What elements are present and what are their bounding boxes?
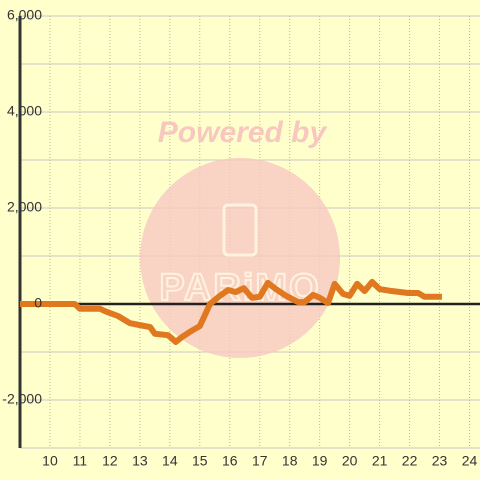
x-tick-label: 13	[132, 453, 148, 469]
x-tick-label: 22	[402, 453, 418, 469]
plot	[18, 16, 480, 448]
y-tick-label: 0	[34, 295, 42, 311]
x-tick-label: 15	[192, 453, 208, 469]
x-tick-label: 16	[222, 453, 238, 469]
x-tick-label: 24	[462, 453, 478, 469]
x-tick-label: 21	[372, 453, 388, 469]
x-tick-label: 11	[73, 453, 88, 469]
x-tick-label: 14	[162, 453, 178, 469]
x-tick-label: 23	[432, 453, 448, 469]
x-tick-label: 17	[252, 453, 268, 469]
x-tick-label: 12	[102, 453, 118, 469]
data-line	[20, 278, 442, 345]
y-tick-label: 2,000	[7, 199, 42, 215]
x-tick-label: 20	[342, 453, 358, 469]
x-tick-label: 10	[42, 453, 58, 469]
watermark-icon	[222, 203, 258, 257]
watermark-text: Powered by	[158, 116, 328, 149]
x-tick-label: 18	[282, 453, 298, 469]
y-tick-label: -2,000	[2, 391, 42, 407]
x-tick-label: 19	[312, 453, 328, 469]
y-tick-label: 4,000	[7, 103, 42, 119]
watermark-circle	[140, 158, 340, 358]
y-tick-label: 6,000	[7, 7, 42, 23]
